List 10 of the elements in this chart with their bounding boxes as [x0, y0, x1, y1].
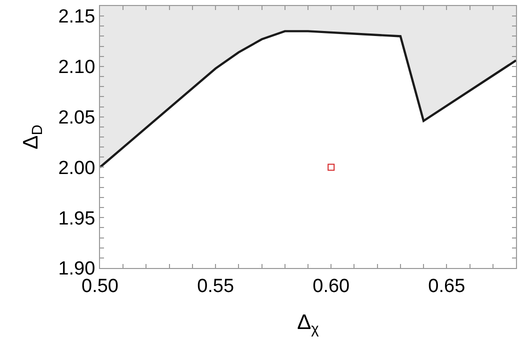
y-tick-label: 1.95: [58, 208, 96, 230]
y-tick-label: 2.00: [58, 158, 96, 179]
line-series: [100, 30, 516, 168]
x-tick-label: 0.65: [428, 276, 466, 297]
x-axis-title: Δ$_{χ}$: [297, 311, 320, 338]
x-tick-label: 0.55: [197, 276, 234, 297]
y-tick-label: 2.15: [58, 6, 96, 28]
x-tick-label: 0.60: [312, 276, 350, 297]
y-tick-label: 2.05: [58, 108, 96, 128]
y-tick-label: 2.10: [58, 57, 96, 78]
